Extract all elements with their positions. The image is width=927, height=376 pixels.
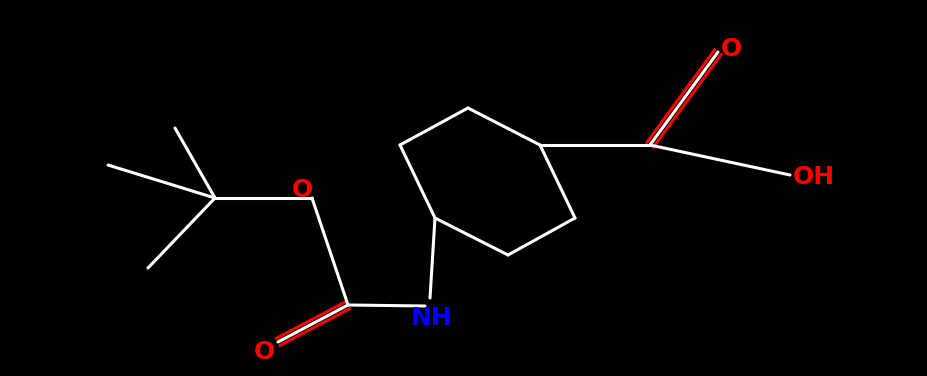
Text: O: O	[291, 178, 312, 202]
Text: OH: OH	[792, 165, 834, 189]
Text: NH: NH	[411, 306, 452, 330]
Text: O: O	[253, 340, 274, 364]
Text: O: O	[719, 37, 741, 61]
